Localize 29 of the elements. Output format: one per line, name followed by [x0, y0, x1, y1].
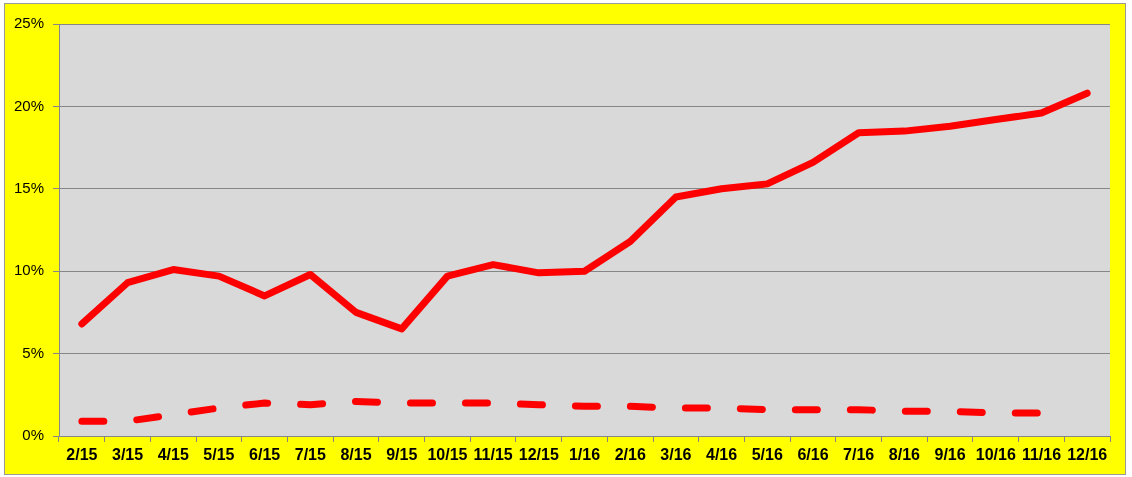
x-tick-label: 7/16 [843, 446, 875, 464]
x-tick-label: 5/16 [751, 446, 783, 464]
x-tick-label: 2/16 [614, 446, 646, 464]
x-tick-label: 4/15 [157, 446, 189, 464]
x-tick-label: 10/16 [975, 446, 1016, 464]
x-tick-label: 6/16 [797, 446, 829, 464]
x-tick-label: 3/16 [660, 446, 692, 464]
x-tick-label: 8/16 [888, 446, 921, 464]
x-tick-label: 8/15 [340, 446, 372, 464]
x-tick-label: 3/15 [111, 446, 144, 464]
y-tick-label: 25% [13, 14, 44, 32]
x-tick-label: 7/15 [294, 446, 326, 464]
x-tick-label: 6/15 [249, 446, 281, 464]
x-tick-label: 2/15 [66, 446, 98, 464]
y-tick-label: 5% [22, 343, 44, 361]
x-tick-label: 10/15 [427, 446, 468, 464]
y-tick-label: 0% [22, 426, 44, 444]
x-tick-label: 12/16 [1067, 446, 1108, 464]
y-tick-label: 10% [13, 261, 44, 279]
x-tick-label: 11/16 [1021, 446, 1062, 464]
x-tick-label: 11/15 [473, 446, 513, 464]
y-tick-label: 15% [13, 178, 44, 196]
x-tick-label: 12/15 [518, 446, 559, 464]
x-tick-label: 9/16 [934, 446, 966, 464]
x-tick-label: 4/16 [706, 446, 738, 464]
x-tick-label: 9/15 [386, 446, 418, 464]
x-tick-label: 1/16 [568, 446, 601, 464]
x-tick-label: 5/15 [203, 446, 235, 464]
y-tick-label: 20% [13, 96, 44, 114]
